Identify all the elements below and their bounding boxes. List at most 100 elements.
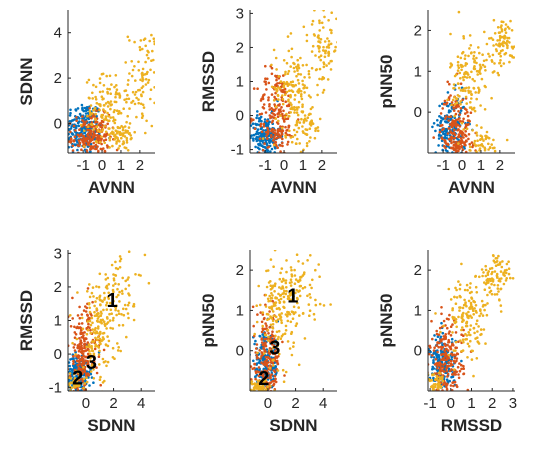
scatter-point-yellow (107, 339, 111, 343)
y-tick-label: 2 (236, 262, 244, 279)
scatter-point-yellow (305, 119, 308, 122)
scatter-point-yellow (134, 90, 138, 94)
scatter-point-orange (275, 395, 278, 398)
scatter-point-orange (90, 154, 93, 157)
scatter-point-yellow (96, 317, 100, 320)
scatter-point-orange (78, 342, 81, 346)
scatter-point-yellow (283, 332, 287, 336)
scatter-point-yellow (93, 304, 96, 308)
scatter-point-yellow (94, 343, 97, 346)
scatter-point-yellow (124, 287, 127, 291)
scatter-point-yellow (118, 290, 121, 294)
scatter-point-yellow (470, 97, 473, 100)
scatter-point-orange (466, 119, 470, 122)
scatter-point-orange (84, 355, 87, 359)
scatter-point-orange (265, 134, 268, 137)
scatter-point-blue (437, 144, 440, 147)
scatter-point-yellow (500, 277, 503, 280)
scatter-point-orange (259, 396, 262, 399)
scatter-point-yellow (335, 17, 337, 21)
scatter-point-yellow (457, 280, 460, 283)
scatter-point-yellow (318, 29, 322, 32)
scatter-point-yellow (472, 87, 476, 90)
scatter-point-blue (255, 393, 258, 396)
scatter-point-yellow (115, 313, 118, 317)
scatter-point-orange (270, 72, 274, 76)
scatter-point-yellow (98, 363, 101, 366)
scatter-point-yellow (250, 388, 253, 391)
scatter-point-blue (460, 359, 463, 363)
scatter-point-blue (451, 375, 455, 379)
scatter-point-blue (70, 119, 74, 122)
scatter-point-yellow (308, 309, 312, 313)
scatter-point-yellow (511, 55, 514, 59)
scatter-point-yellow (315, 3, 318, 6)
scatter-point-yellow (299, 95, 303, 98)
scatter-point-yellow (330, 29, 333, 32)
scatter-point-blue (262, 132, 266, 136)
scatter-point-yellow (277, 292, 280, 296)
scatter-point-yellow (266, 297, 270, 301)
scatter-point-yellow (295, 67, 299, 70)
scatter-point-orange (73, 349, 77, 352)
scatter-point-yellow (453, 102, 457, 106)
scatter-point-yellow (105, 322, 109, 326)
x-tick-label: 2 (318, 157, 326, 174)
scatter-point-blue (436, 119, 439, 122)
scatter-point-yellow (483, 65, 487, 68)
scatter-point-yellow (269, 241, 272, 244)
scatter-point-yellow (317, 40, 321, 43)
scatter-point-orange (447, 361, 450, 364)
scatter-point-orange (86, 128, 89, 132)
scatter-point-orange (443, 349, 447, 353)
scatter-point-yellow (475, 319, 479, 323)
scatter-point-orange (271, 334, 275, 338)
scatter-point-orange (271, 379, 275, 383)
scatter-point-yellow (314, 298, 317, 302)
scatter-point-yellow (467, 299, 471, 303)
scatter-point-orange (85, 120, 88, 123)
scatter-point-orange (94, 394, 97, 397)
scatter-point-yellow (475, 61, 478, 65)
scatter-point-yellow (507, 272, 511, 276)
scatter-point-orange (277, 111, 281, 114)
scatter-point-yellow (437, 397, 440, 400)
scatter-point-yellow (488, 37, 491, 40)
scatter-point-orange (73, 325, 76, 329)
scatter-point-yellow (122, 307, 125, 311)
scatter-point-yellow (504, 23, 508, 26)
scatter-point-yellow (491, 53, 495, 57)
scatter-point-orange (82, 309, 86, 312)
scatter-point-yellow (508, 41, 511, 44)
scatter-point-yellow (72, 379, 76, 383)
scatter-point-yellow (308, 127, 312, 130)
scatter-point-orange (260, 351, 264, 354)
scatter-point-yellow (287, 82, 290, 86)
scatter-point-yellow (261, 311, 265, 314)
scatter-point-yellow (114, 93, 118, 96)
scatter-point-orange (453, 392, 456, 395)
scatter-point-yellow (297, 363, 301, 367)
scatter-point-yellow (493, 32, 497, 35)
scatter-point-orange (450, 146, 454, 150)
scatter-point-yellow (111, 116, 115, 119)
scatter-point-yellow (279, 297, 283, 301)
scatter-point-orange (270, 66, 274, 70)
scatter-point-yellow (316, 93, 319, 97)
scatter-point-yellow (324, 51, 327, 55)
scatter-point-yellow (285, 112, 288, 116)
scatter-point-orange (452, 106, 455, 110)
scatter-point-yellow (145, 119, 148, 123)
scatter-point-orange (449, 362, 453, 366)
scatter-point-orange (469, 111, 473, 114)
scatter-point-orange (462, 364, 465, 368)
scatter-point-orange (76, 314, 80, 317)
scatter-point-yellow (492, 254, 495, 258)
scatter-point-orange (462, 141, 465, 144)
scatter-point-yellow (487, 270, 491, 273)
scatter-point-yellow (288, 347, 292, 350)
y-tick-label: 0 (54, 346, 62, 363)
scatter-point-yellow (137, 69, 141, 72)
y-axis-label: SDNN (17, 57, 36, 105)
scatter-point-yellow (119, 349, 122, 353)
